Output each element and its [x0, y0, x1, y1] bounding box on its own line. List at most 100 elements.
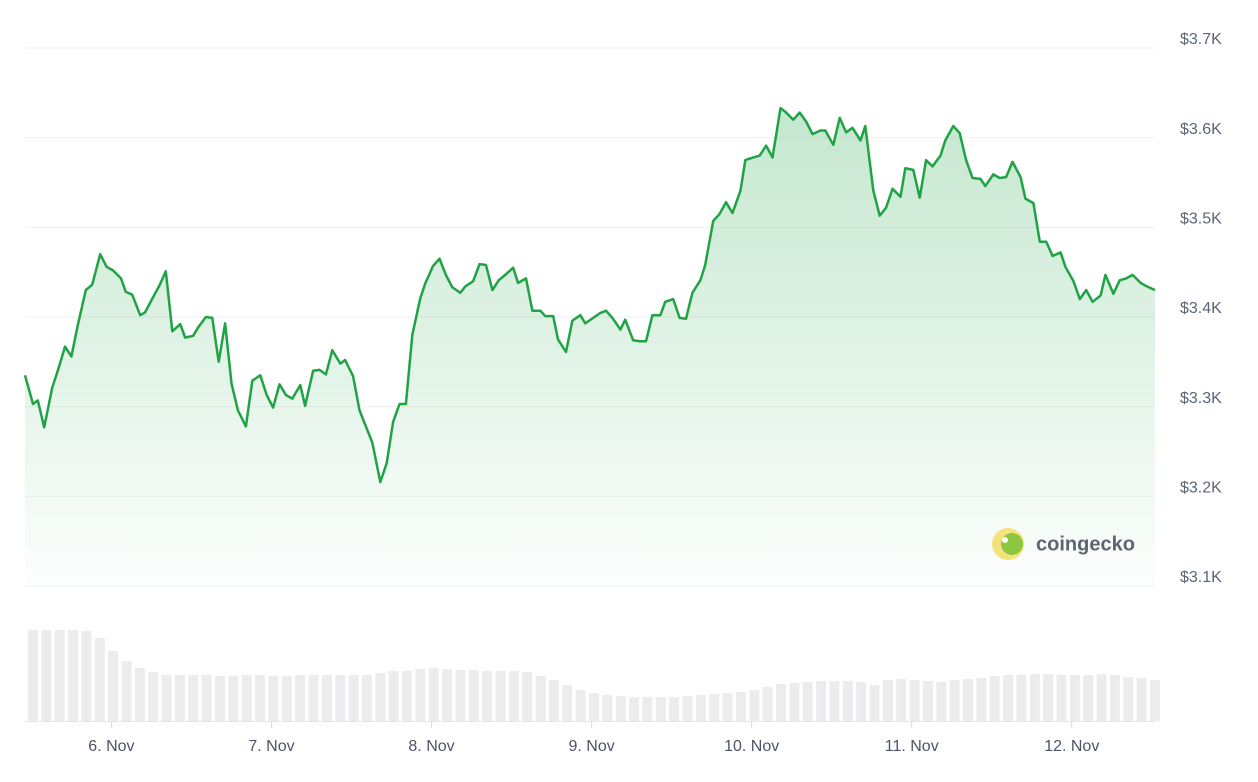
volume-bar: [455, 670, 466, 721]
volume-bar: [1056, 675, 1067, 721]
volume-bar: [989, 676, 1000, 721]
y-tick-label: $3.4K: [1180, 300, 1222, 317]
volume-bar: [255, 675, 266, 721]
volume-bar: [228, 676, 239, 721]
volume-bar: [1029, 674, 1040, 721]
volume-bar: [281, 676, 292, 721]
volume-bars: [28, 630, 1160, 721]
watermark-logo: [1002, 537, 1008, 543]
volume-bar: [762, 687, 773, 721]
watermark-text: coingecko: [1036, 533, 1135, 555]
y-tick-label: $3.2K: [1180, 480, 1222, 497]
volume-bar: [642, 697, 653, 721]
volume-bar: [816, 681, 827, 721]
volume-bar: [562, 685, 573, 721]
volume-bar: [148, 672, 159, 721]
volume-bar: [896, 679, 907, 721]
volume-bar: [909, 680, 920, 721]
volume-bar: [41, 630, 52, 721]
volume-bar: [575, 690, 586, 721]
volume-bar: [361, 675, 372, 721]
volume-bar: [1069, 675, 1080, 721]
volume-bar: [308, 675, 319, 721]
volume-bar: [468, 670, 479, 721]
volume-bar: [842, 681, 853, 721]
volume-bar: [28, 630, 38, 721]
volume-bar: [669, 697, 680, 721]
volume-bar: [121, 661, 132, 721]
x-tick-label: 9. Nov: [568, 738, 614, 755]
area-fill: [25, 108, 1155, 586]
volume-bar: [68, 630, 79, 721]
volume-bar: [963, 679, 973, 721]
watermark-logo: [1001, 533, 1023, 555]
volume-bar: [335, 675, 346, 721]
volume-bar: [268, 676, 279, 721]
volume-bar: [655, 697, 666, 721]
volume-bar: [722, 693, 733, 721]
volume-bar: [629, 697, 640, 721]
volume-bar: [188, 675, 199, 721]
volume-bar: [134, 668, 145, 721]
volume-bar: [856, 682, 867, 721]
volume-bar: [749, 690, 760, 721]
volume-bar: [1136, 678, 1147, 721]
volume-bar: [348, 675, 359, 721]
volume-bar: [442, 669, 453, 721]
volume-bar: [161, 675, 172, 721]
x-tick-label: 11. Nov: [885, 738, 939, 755]
volume-bar: [94, 638, 105, 721]
volume-bar: [548, 680, 559, 721]
volume-bar: [949, 680, 960, 721]
volume-bar: [495, 671, 506, 721]
volume-bar: [1123, 677, 1134, 721]
volume-bar: [81, 631, 92, 721]
volume-bar: [388, 671, 399, 721]
volume-bar: [789, 683, 800, 721]
x-tick-label: 10. Nov: [724, 738, 779, 755]
volume-bar: [508, 671, 519, 721]
volume-bar: [1096, 674, 1107, 721]
x-tick-label: 8. Nov: [408, 738, 454, 755]
volume-bar: [482, 671, 493, 721]
volume-bar: [295, 675, 306, 721]
volume-bar: [589, 693, 599, 721]
volume-bar: [829, 681, 840, 721]
volume-bar: [1109, 675, 1120, 721]
volume-bar: [1083, 675, 1094, 721]
volume-bar: [869, 685, 880, 721]
volume-bar: [321, 675, 332, 721]
y-tick-label: $3.1K: [1180, 569, 1222, 586]
volume-bar: [375, 673, 386, 721]
volume-bar: [615, 696, 626, 721]
axes: $3.1K $3.2K $3.3K $3.4K $3.5K $3.6K $3.7K 6. No…: [25, 31, 1222, 755]
volume-bar: [602, 695, 613, 721]
volume-bar: [201, 675, 212, 721]
y-tick-label: $3.6K: [1180, 121, 1222, 138]
volume-bar: [695, 695, 706, 721]
plot: [23, 106, 1156, 586]
volume-bar: [735, 692, 746, 721]
volume-bar: [709, 694, 720, 721]
volume-bar: [241, 675, 252, 721]
volume-bar: [1043, 674, 1054, 721]
volume-bar: [1150, 680, 1160, 721]
volume-bar: [402, 671, 412, 721]
volume-bar: [1016, 675, 1027, 721]
watermark: coingecko: [992, 528, 1135, 560]
volume-bar: [1003, 675, 1014, 721]
x-tick-label: 12. Nov: [1044, 738, 1099, 755]
volume-bar: [976, 678, 987, 721]
volume-bar: [936, 682, 947, 721]
volume-bar: [882, 680, 893, 721]
volume-bar: [535, 676, 546, 721]
volume-bar: [922, 681, 933, 721]
volume-bar: [682, 696, 693, 721]
y-tick-label: $3.5K: [1180, 211, 1222, 228]
volume-bar: [415, 669, 426, 721]
x-tick-label: 7. Nov: [248, 738, 294, 755]
volume-bar: [776, 684, 786, 721]
volume-bar: [802, 682, 813, 721]
